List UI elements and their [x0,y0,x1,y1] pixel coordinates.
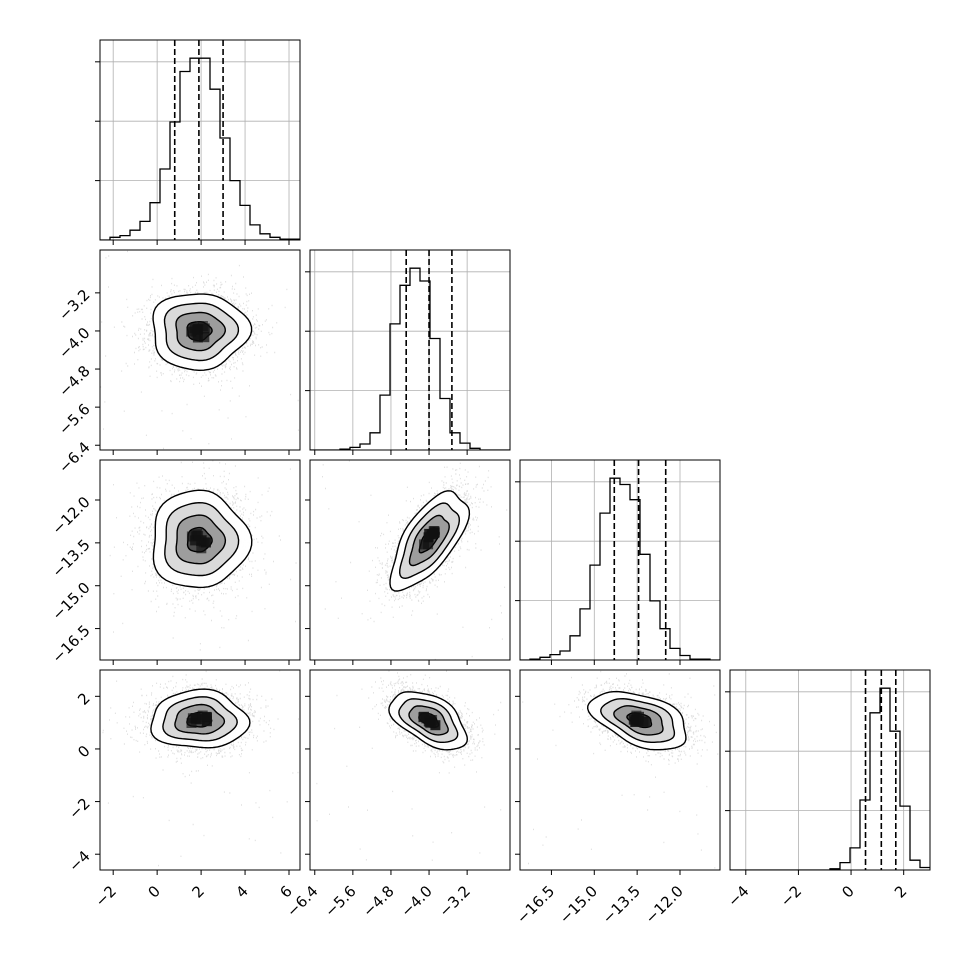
y-tick-label: −6.4 [55,438,93,476]
x-tick-label: −2 [92,882,120,910]
x-tick-label: −2 [777,882,805,910]
panel-frame [519,459,721,661]
density-core-pixel [186,718,197,728]
y-tick-label: −13.5 [48,536,93,581]
y-tick-label: −4.8 [55,362,93,400]
panel-content [100,250,299,450]
y-tick-label: −5.6 [55,400,93,438]
density-core-pixel [628,714,639,725]
density-core-pixel [430,720,441,731]
x-tick-label: −3.2 [435,882,473,920]
histogram-step [730,687,930,870]
scatter-panel-4-2 [305,669,511,875]
panel-frame [309,249,511,451]
panel-frame [99,249,301,451]
panel-frame [309,669,511,871]
scatter-panel-4-1 [95,669,301,875]
density-core-pixel [423,532,434,543]
density-core-pixel [638,716,649,727]
hist-panel-1 [95,39,301,245]
histogram-step [100,57,300,240]
y-tick-label: 0 [74,742,93,761]
density-core-pixel [425,718,436,729]
density-core-pixel [201,711,212,722]
panel-frame [99,669,301,871]
density-core-pixel [197,321,208,331]
x-tick-label: −12.0 [642,882,687,927]
panel-content [322,460,508,660]
hist-panel-4 [725,669,931,875]
y-tick-label: −15.0 [48,579,93,624]
hist-panel-3 [515,459,721,665]
density-core-pixel [192,324,203,335]
x-tick-label: 4 [232,882,251,901]
panel-content [109,460,300,660]
panel-content [522,670,720,869]
panel-frame [729,669,931,871]
density-core-pixel [198,537,209,548]
panel-frame [99,39,301,241]
x-tick-label: −13.5 [599,882,644,927]
panel-frame [99,459,301,661]
scatter-panel-3-2 [305,459,511,665]
density-core-pixel [423,539,434,550]
x-tick-label: 2 [891,882,910,901]
density-core-pixel [429,527,440,538]
histogram-step [310,267,510,450]
hist-panel-2 [305,249,511,455]
density-core-pixel [419,711,429,722]
x-tick-label: 2 [188,882,207,901]
density-core-pixel [186,326,197,337]
x-tick-label: −4.8 [359,882,397,920]
panel-frame [519,669,721,871]
x-tick-label: 0 [838,882,857,901]
y-tick-label: −12.0 [48,493,93,538]
scatter-points [522,670,720,869]
scatter-panel-2-1 [95,249,301,455]
x-tick-label: −4 [724,882,752,910]
scatter-panel-3-1 [95,459,301,665]
panel-content [102,670,299,867]
x-tick-label: 0 [144,882,163,901]
x-tick-label: −5.6 [321,882,359,920]
y-tick-label: −4.0 [55,324,93,362]
density-core-pixel [193,531,204,541]
panel-frame [309,459,511,661]
density-core-pixel [196,543,207,554]
x-tick-label: −15.0 [556,882,601,927]
x-tick-label: −16.5 [513,882,558,927]
histogram-step [520,477,720,660]
x-tick-label: −4.0 [397,882,435,920]
y-tick-label: −3.2 [55,286,93,324]
scatter-panel-4-3 [515,669,721,875]
y-tick-label: 2 [74,689,93,708]
y-tick-label: −2 [65,795,93,823]
panel-content [316,670,502,861]
density-core-pixel [199,332,210,343]
y-tick-label: −16.5 [48,622,93,667]
y-tick-label: −4 [65,847,93,875]
density-core-pixel [192,332,203,343]
